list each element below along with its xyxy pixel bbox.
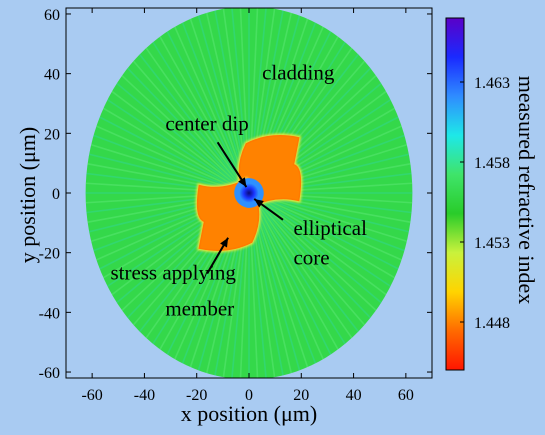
- streak-line: [189, 18, 245, 181]
- streak-line: [197, 15, 246, 180]
- colorbar-tick-label: 1.458: [474, 155, 510, 172]
- fiber-cross-section: [85, 8, 413, 378]
- streak-line: [103, 107, 237, 188]
- streak-line: [116, 82, 239, 186]
- streak-line: [251, 206, 293, 374]
- annotation-arrow: [253, 198, 284, 221]
- y-tick-label: 40: [44, 67, 60, 84]
- streak-line: [254, 205, 324, 360]
- x-tick-label: 0: [245, 387, 253, 404]
- colorbar-tick-label: 1.448: [474, 315, 510, 332]
- streak-line: [111, 90, 238, 187]
- y-axis-label: y position (μm): [15, 127, 40, 263]
- annotation-label: center dip: [165, 111, 248, 135]
- x-axis-ticks: -60 -40 -20 0 20 40 60: [81, 8, 414, 404]
- annotation-arrows: [206, 141, 284, 275]
- streak-line: [261, 198, 395, 279]
- streak-line: [258, 201, 372, 319]
- x-axis-label: x position (μm): [181, 401, 317, 426]
- center-dip: [239, 183, 259, 203]
- streak-line: [107, 99, 238, 187]
- streak-line: [139, 53, 241, 184]
- x-tick-label: 20: [293, 387, 309, 404]
- streak-line: [96, 125, 237, 189]
- streak-line: [253, 205, 317, 364]
- annotations: cladding center dip elliptical core stress a…: [110, 61, 367, 321]
- y-tick-label: 0: [52, 186, 60, 203]
- streak-line: [262, 195, 408, 243]
- streak-line: [260, 199, 391, 287]
- streak-line: [253, 205, 309, 368]
- y-tick-label: 60: [44, 7, 60, 24]
- streak-line: [174, 26, 244, 181]
- y-tick-label: 20: [44, 126, 60, 143]
- x-tick-label: -40: [134, 387, 155, 404]
- streak-line: [145, 47, 241, 183]
- colorbar-label: measured refractive index: [514, 76, 539, 304]
- colorbar: [445, 17, 465, 371]
- streak-line: [88, 153, 236, 191]
- streak-line: [181, 22, 245, 181]
- streak-line: [260, 199, 387, 296]
- x-tick-label: -60: [81, 387, 102, 404]
- streak-line: [257, 202, 359, 333]
- annotation-label: elliptical: [293, 216, 367, 240]
- annotation-label: cladding: [262, 61, 335, 85]
- streak-line: [166, 31, 243, 182]
- colorbar-tick-label: 1.453: [474, 235, 510, 252]
- y-axis-ticks: 60 40 20 0 -20 -40 -60: [39, 7, 432, 382]
- streak-line: [256, 203, 346, 345]
- y-tick-label: -40: [39, 305, 60, 322]
- streak-line: [90, 143, 236, 191]
- streak-line: [126, 67, 240, 185]
- streak-line: [262, 196, 405, 252]
- streak-line: [255, 204, 332, 355]
- streak-line: [251, 206, 284, 376]
- x-tick-label: -20: [186, 387, 207, 404]
- y-tick-label: -60: [39, 365, 60, 382]
- x-tick-label: 40: [346, 387, 362, 404]
- streak-line: [205, 12, 247, 180]
- streak-line: [261, 197, 402, 261]
- annotation-label: stress applying: [110, 261, 236, 285]
- streak-line: [132, 60, 240, 184]
- annotation-label: member: [165, 296, 234, 320]
- streak-line: [214, 10, 247, 180]
- streak-line: [261, 197, 399, 270]
- x-tick-label: 60: [398, 387, 414, 404]
- streak-line: [262, 195, 410, 233]
- streak-line: [93, 134, 236, 190]
- streak-line: [152, 41, 242, 183]
- streak-line: [257, 203, 353, 339]
- streak-line: [255, 204, 339, 350]
- colorbar-tick-label: 1.463: [474, 75, 510, 92]
- streak-line: [258, 202, 366, 326]
- colorbar-ticks: 1.463 1.458 1.453 1.448: [460, 75, 510, 332]
- streak-line: [99, 116, 237, 189]
- streak-line: [259, 201, 377, 311]
- y-tick-label: -20: [39, 246, 60, 263]
- annotation-label: core: [293, 246, 329, 270]
- streak-line: [121, 75, 239, 185]
- streak-line: [252, 206, 301, 371]
- annotation-arrow: [216, 141, 248, 188]
- annotation-arrow: [206, 237, 229, 275]
